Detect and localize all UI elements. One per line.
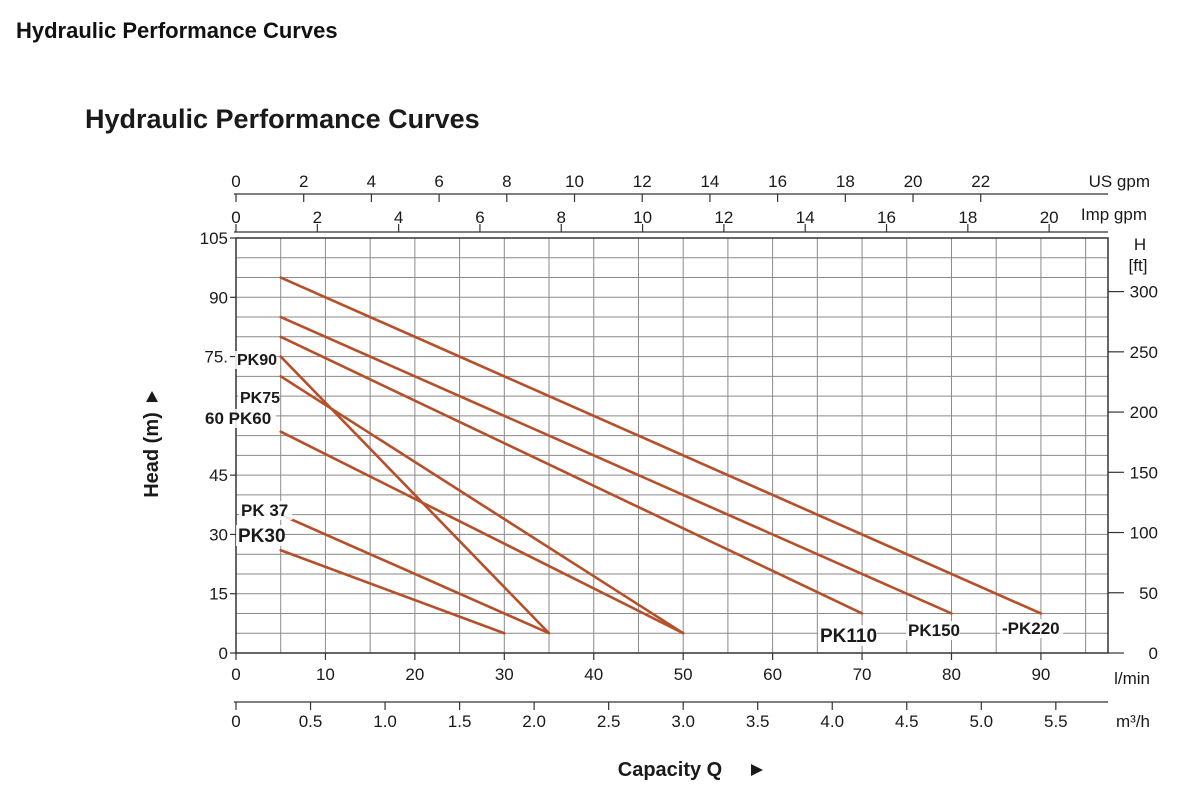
us-gpm-tick-label: 20 [904, 172, 923, 191]
x-tick-label: 90 [1031, 665, 1050, 684]
head-ft-tick-label: 100 [1130, 524, 1158, 543]
y-tick-label: 75. [204, 348, 228, 367]
x-tick-label: 70 [853, 665, 872, 684]
chart-title: Hydraulic Performance Curves [85, 104, 480, 134]
x-tick-label: 50 [674, 665, 693, 684]
us-gpm-tick-label: 8 [502, 172, 511, 191]
curve-pk75 [279, 375, 685, 635]
series-label-pk30: PK30 [238, 526, 286, 547]
plot-frame [235, 237, 1109, 654]
imp-gpm-tick-label: 14 [796, 208, 815, 227]
y-axis-title: Head (m) [141, 412, 163, 498]
head-ft-tick-label: 0 [1149, 644, 1158, 663]
series-label-bg [906, 621, 960, 640]
series-label-bg [239, 501, 293, 520]
imp-gpm-tick-label: 18 [958, 208, 977, 227]
series-label-bg [818, 625, 878, 646]
m3h-tick-label: 3.5 [746, 712, 770, 731]
imp-gpm-tick-label: 0 [231, 208, 240, 227]
m3h-tick-label: 1.5 [448, 712, 472, 731]
imp-gpm-tick-label: 6 [475, 208, 484, 227]
m3h-tick-label: 4.0 [820, 712, 844, 731]
m3h-tick-label: 2.0 [522, 712, 546, 731]
series-label-bg [203, 409, 277, 428]
x-tick-label: 60 [763, 665, 782, 684]
curve-pk90 [279, 355, 551, 635]
x-tick-label: 40 [584, 665, 603, 684]
curve-pk37 [279, 513, 551, 635]
curve-pk30 [279, 548, 506, 635]
curve-pk150 [279, 315, 953, 615]
head-ft-unit-label: [ft] [1129, 256, 1148, 275]
us-gpm-tick-label: 12 [633, 172, 652, 191]
head-ft-tick-label: 250 [1130, 343, 1158, 362]
page-heading: Hydraulic Performance Curves [16, 18, 338, 43]
us-gpm-tick-label: 10 [565, 172, 584, 191]
x-axis-title: Capacity Q [618, 759, 722, 781]
us-gpm-tick-label: 14 [700, 172, 719, 191]
y-tick-label: 30 [209, 525, 228, 544]
y-axis-arrow-icon [146, 391, 158, 402]
y-tick-label: 45 [209, 466, 228, 485]
m3h-tick-label: 5.5 [1044, 712, 1068, 731]
series-label-pk150: PK150 [908, 621, 960, 640]
imp-gpm-axis-label: Imp gpm [1081, 205, 1147, 224]
m3h-tick-label: 0.5 [299, 712, 323, 731]
us-gpm-tick-label: 18 [836, 172, 855, 191]
x-axis-arrow-icon [751, 764, 763, 776]
curve-pk110 [279, 335, 864, 615]
head-ft-tick-label: 200 [1130, 403, 1158, 422]
curve-pk60 [279, 430, 685, 635]
m3h-axis-label: m³/h [1116, 712, 1150, 731]
us-gpm-tick-label: 22 [971, 172, 990, 191]
x-tick-label: 10 [316, 665, 335, 684]
y-tick-label: 15 [209, 585, 228, 604]
x-tick-label: 80 [942, 665, 961, 684]
series-label-pk37: PK 37 [241, 501, 288, 520]
curve-pk220 [279, 276, 1043, 615]
series-label-pk220: -PK220 [1002, 619, 1060, 638]
m3h-tick-label: 0 [231, 712, 240, 731]
y-tick-label: 0 [219, 644, 228, 663]
us-gpm-tick-label: 2 [299, 172, 308, 191]
series-label-bg [236, 525, 285, 546]
m3h-tick-label: 1.0 [373, 712, 397, 731]
m3h-tick-label: 4.5 [895, 712, 919, 731]
imp-gpm-tick-label: 4 [394, 208, 403, 227]
imp-gpm-tick-label: 20 [1040, 208, 1059, 227]
us-gpm-tick-label: 4 [367, 172, 376, 191]
x-tick-label: 20 [405, 665, 424, 684]
series-label-pk75: PK75 [240, 390, 280, 407]
head-ft-axis-label: H [1134, 235, 1146, 254]
series-label-bg [1000, 619, 1064, 638]
series-label-bg [238, 389, 280, 407]
imp-gpm-tick-label: 2 [313, 208, 322, 227]
x-unit-label: l/min [1114, 669, 1150, 688]
head-ft-tick-label: 300 [1130, 283, 1158, 302]
series-label-pk110: PK110 [820, 626, 877, 647]
m3h-tick-label: 3.0 [671, 712, 695, 731]
m3h-tick-label: 5.0 [969, 712, 993, 731]
head-ft-tick-label: 50 [1139, 584, 1158, 603]
us-gpm-tick-label: 6 [434, 172, 443, 191]
x-tick-label: 30 [495, 665, 514, 684]
series-label-pk60: 60 PK60 [205, 409, 271, 428]
imp-gpm-tick-label: 8 [557, 208, 566, 227]
x-tick-label: 0 [231, 665, 240, 684]
series-label-pk90: PK90 [237, 352, 277, 369]
y-tick-label: 90 [209, 288, 228, 307]
m3h-tick-label: 2.5 [597, 712, 621, 731]
us-gpm-tick-label: 0 [231, 172, 240, 191]
us-gpm-tick-label: 16 [768, 172, 787, 191]
series-label-bg [235, 351, 277, 369]
head-ft-tick-label: 150 [1130, 463, 1158, 482]
us-gpm-axis-label: US gpm [1089, 172, 1150, 191]
imp-gpm-tick-label: 16 [877, 208, 896, 227]
imp-gpm-tick-label: 12 [714, 208, 733, 227]
y-tick-label: 105 [200, 229, 228, 248]
imp-gpm-tick-label: 10 [633, 208, 652, 227]
